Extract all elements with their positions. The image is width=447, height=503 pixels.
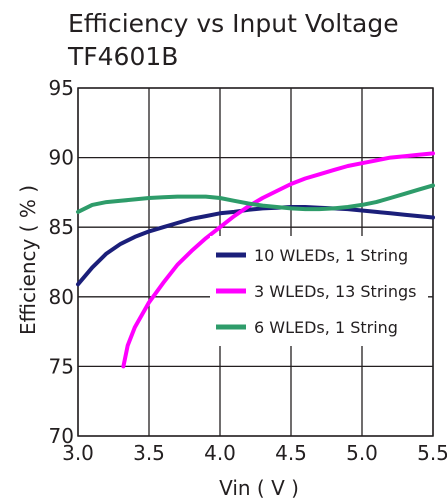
y-tick-label: 85 [49, 215, 74, 239]
chart-subtitle: TF4601B [67, 42, 178, 71]
x-tick-label: 4.0 [204, 441, 236, 465]
y-tick-label: 75 [49, 354, 74, 378]
x-tick-labels: 3.0 3.5 4.0 4.5 5.0 5.5 [62, 441, 447, 465]
legend: 10 WLEDs, 1 String 3 WLEDs, 13 Strings 6 W… [210, 236, 428, 346]
legend-label-3: 6 WLEDs, 1 String [254, 318, 398, 337]
y-axis-label: Efficiency ( % ) [16, 185, 40, 335]
legend-background [210, 236, 428, 346]
x-tick-label: 3.5 [133, 441, 165, 465]
y-tick-label: 70 [49, 424, 74, 448]
x-tick-label: 5.5 [417, 441, 447, 465]
legend-label-2: 3 WLEDs, 13 Strings [254, 282, 416, 301]
y-tick-label: 90 [49, 146, 74, 170]
plot-frame [77, 87, 434, 437]
x-tick-label: 3.0 [62, 441, 94, 465]
legend-label-1: 10 WLEDs, 1 String [254, 246, 408, 265]
series-line-2 [121, 151, 435, 369]
chart-title: Efficiency vs Input Voltage [68, 9, 399, 38]
y-tick-labels: 70 75 80 85 90 95 [49, 76, 74, 448]
series-layer [76, 151, 435, 369]
x-tick-label: 5.0 [346, 441, 378, 465]
series-line-1 [76, 205, 435, 287]
series-line-3 [76, 183, 435, 214]
y-tick-label: 80 [49, 285, 74, 309]
x-axis-label: Vin ( V ) [219, 476, 299, 500]
y-tick-label: 95 [49, 76, 74, 100]
x-tick-label: 4.5 [275, 441, 307, 465]
